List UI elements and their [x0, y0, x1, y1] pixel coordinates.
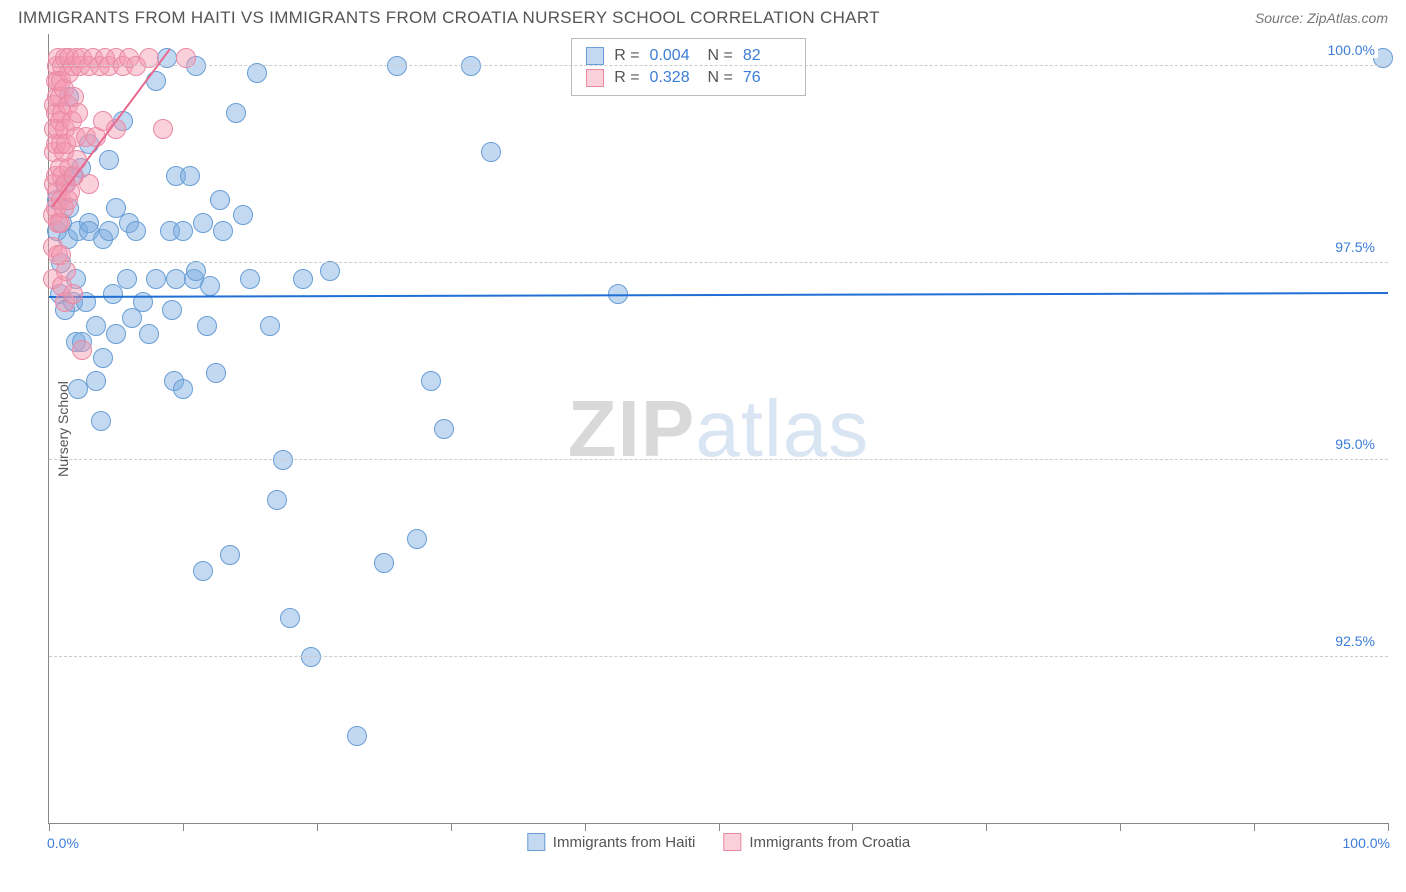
legend-swatch-icon — [586, 47, 604, 65]
data-point — [301, 647, 321, 667]
data-point — [267, 490, 287, 510]
data-point — [226, 103, 246, 123]
data-point — [117, 269, 137, 289]
scatter-chart: Nursery School ZIPatlas R =0.004N =82R =… — [48, 34, 1388, 824]
data-point — [407, 529, 427, 549]
legend-swatch-icon — [527, 833, 545, 851]
legend-item-croatia: Immigrants from Croatia — [723, 833, 910, 851]
data-point — [86, 371, 106, 391]
data-point — [193, 213, 213, 233]
data-point — [210, 190, 230, 210]
data-point — [273, 450, 293, 470]
plot-area — [49, 34, 1388, 823]
data-point — [421, 371, 441, 391]
r-label: R = — [614, 69, 639, 87]
series-legend: Immigrants from Haiti Immigrants from Cr… — [527, 833, 910, 851]
correlation-legend: R = 0.004 N = 82 R = 0.328 N = 76 — [571, 38, 806, 96]
data-point — [103, 284, 123, 304]
data-point — [68, 103, 88, 123]
x-tick — [451, 823, 452, 831]
gridline — [49, 262, 1388, 263]
data-point — [180, 166, 200, 186]
r-value: 0.004 — [650, 47, 698, 65]
data-point — [126, 221, 146, 241]
legend-label: Immigrants from Croatia — [749, 834, 910, 851]
y-tick-label: 97.5% — [1332, 239, 1378, 255]
data-point — [162, 300, 182, 320]
data-point — [93, 348, 113, 368]
x-axis-max-label: 100.0% — [1343, 835, 1390, 851]
n-value: 76 — [743, 69, 791, 87]
n-label: N = — [708, 69, 733, 87]
data-point — [260, 316, 280, 336]
x-tick — [49, 823, 50, 831]
x-tick — [1120, 823, 1121, 831]
x-tick — [585, 823, 586, 831]
gridline — [49, 65, 1388, 66]
data-point — [173, 379, 193, 399]
data-point — [139, 324, 159, 344]
source-label: Source: ZipAtlas.com — [1255, 10, 1388, 26]
data-point — [106, 324, 126, 344]
data-point — [86, 316, 106, 336]
data-point — [99, 221, 119, 241]
data-point — [233, 205, 253, 225]
data-point — [200, 276, 220, 296]
n-label: N = — [708, 47, 733, 65]
r-label: R = — [614, 47, 639, 65]
x-axis-min-label: 0.0% — [47, 835, 79, 851]
trend-line — [49, 292, 1388, 298]
data-point — [481, 142, 501, 162]
data-point — [197, 316, 217, 336]
data-point — [320, 261, 340, 281]
x-tick — [183, 823, 184, 831]
gridline — [49, 459, 1388, 460]
data-point — [247, 63, 267, 83]
x-tick — [1388, 823, 1389, 831]
legend-swatch-icon — [723, 833, 741, 851]
y-tick-label: 95.0% — [1332, 436, 1378, 452]
data-point — [240, 269, 260, 289]
data-point — [91, 411, 111, 431]
x-tick — [719, 823, 720, 831]
data-point — [293, 269, 313, 289]
data-point — [374, 553, 394, 573]
data-point — [347, 726, 367, 746]
data-point — [153, 119, 173, 139]
data-point — [173, 221, 193, 241]
data-point — [146, 269, 166, 289]
gridline — [49, 656, 1388, 657]
chart-title: IMMIGRANTS FROM HAITI VS IMMIGRANTS FROM… — [18, 8, 880, 28]
x-tick — [852, 823, 853, 831]
data-point — [461, 56, 481, 76]
data-point — [99, 150, 119, 170]
data-point — [56, 261, 76, 281]
x-tick — [1254, 823, 1255, 831]
legend-item-haiti: Immigrants from Haiti — [527, 833, 696, 851]
data-point — [193, 561, 213, 581]
data-point — [213, 221, 233, 241]
data-point — [387, 56, 407, 76]
n-value: 82 — [743, 47, 791, 65]
data-point — [63, 284, 83, 304]
data-point — [79, 174, 99, 194]
data-point — [434, 419, 454, 439]
legend-label: Immigrants from Haiti — [553, 834, 696, 851]
y-tick-label: 100.0% — [1325, 42, 1378, 58]
data-point — [72, 340, 92, 360]
correlation-legend-row: R = 0.328 N = 76 — [586, 67, 791, 89]
y-tick-label: 92.5% — [1332, 633, 1378, 649]
x-tick — [986, 823, 987, 831]
x-tick — [317, 823, 318, 831]
legend-swatch-icon — [586, 69, 604, 87]
data-point — [206, 363, 226, 383]
data-point — [220, 545, 240, 565]
r-value: 0.328 — [650, 69, 698, 87]
data-point — [280, 608, 300, 628]
